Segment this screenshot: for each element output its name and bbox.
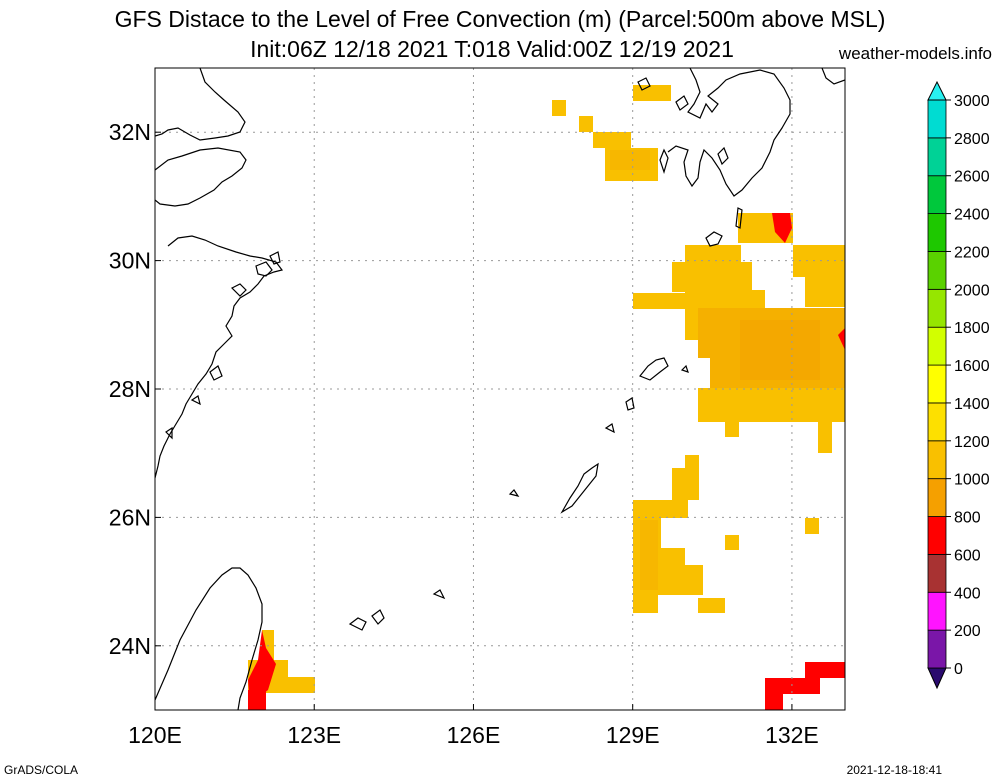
colorbar-max-arrow [927, 80, 947, 101]
lat-tick-label: 30N [109, 248, 151, 274]
colorbar-segment [927, 99, 947, 139]
colorbar-label: 800 [954, 510, 981, 527]
colorbar-label: 600 [954, 547, 981, 564]
colorbar-segment [927, 402, 947, 442]
shade-region-sw-kyushu [552, 85, 671, 181]
colorbar-segment [927, 326, 947, 366]
lon-axis: 120E 123E 126E 129E 132E [128, 704, 819, 748]
colorbar-segment [927, 137, 947, 177]
coast-amami [604, 357, 669, 434]
lfc-shading [248, 85, 845, 710]
lon-tick-label: 129E [606, 722, 660, 748]
colorbar-segment [927, 516, 947, 555]
map-subtitle: Init:06Z 12/18 2021 T:018 Valid:00Z 12/1… [250, 36, 734, 62]
colorbar-label: 200 [954, 623, 981, 640]
footer-timestamp: 2021-12-18-18:41 [846, 763, 942, 777]
coast-shikoku [821, 68, 845, 85]
lat-tick-label: 28N [109, 376, 151, 402]
colorbar: 0 200 400 600 800 1000 1200 1400 1600 1800 2000 220… [927, 80, 990, 690]
shade-region-east-amami [633, 213, 845, 453]
coast-zhoushan [230, 251, 281, 297]
coast-kyushu [667, 68, 791, 197]
shade-region-far-se [765, 662, 845, 710]
colorbar-label: 2600 [954, 169, 990, 186]
lon-tick-label: 126E [447, 722, 501, 748]
colorbar-label: 3000 [954, 93, 990, 110]
coast-china-mainland [155, 68, 246, 141]
colorbar-segment [927, 591, 947, 631]
coast-tokara [680, 364, 689, 373]
colorbar-segment [927, 440, 947, 480]
colorbar-segment [927, 554, 947, 593]
coast-hangzhou-bay [155, 235, 284, 479]
colorbar-segment [927, 478, 947, 517]
map-gridlines [155, 68, 845, 710]
lon-tick-label: 123E [287, 722, 341, 748]
coast-okinawa [508, 462, 599, 514]
lat-tick-label: 26N [109, 504, 151, 530]
coast-taiwan [155, 567, 263, 710]
colorbar-label: 2400 [954, 207, 990, 224]
coast-amakusa [717, 146, 729, 166]
lat-tick-label: 24N [109, 633, 151, 659]
coast-goto [637, 77, 689, 175]
colorbar-label: 400 [954, 585, 981, 602]
colorbar-segment [927, 629, 947, 669]
coast-yakushima [705, 207, 743, 247]
colorbar-label: 2000 [954, 282, 990, 299]
colorbar-label: 1400 [954, 396, 990, 413]
footer-grads: GrADS/COLA [4, 763, 79, 777]
colorbar-segment [927, 175, 947, 215]
lon-tick-label: 132E [765, 722, 819, 748]
colorbar-segment [927, 251, 947, 290]
colorbar-label: 0 [954, 661, 963, 678]
colorbar-min-arrow [927, 667, 947, 690]
shade-region-east-taiwan [248, 630, 315, 710]
lat-tick-label: 32N [109, 119, 151, 145]
lon-tick-label: 120E [128, 722, 182, 748]
lat-axis: 24N 26N 28N 30N 32N [109, 119, 161, 659]
coast-yaeyama [348, 589, 446, 631]
colorbar-label: 2800 [954, 131, 990, 148]
colorbar-label: 1000 [954, 472, 990, 489]
coast-yangtze-delta [155, 147, 247, 207]
colorbar-segment [927, 364, 947, 404]
colorbar-segment [927, 288, 947, 328]
shade-region-129e-25n [633, 455, 819, 613]
colorbar-label: 2200 [954, 244, 990, 261]
coastlines [155, 68, 845, 710]
colorbar-label: 1800 [954, 320, 990, 337]
map-title: GFS Distace to the Level of Free Convect… [114, 6, 886, 32]
coast-fujian-islands [165, 365, 223, 440]
colorbar-label: 1600 [954, 358, 990, 375]
colorbar-segment [927, 213, 947, 252]
colorbar-label: 1200 [954, 434, 990, 451]
site-credit: weather-models.info [838, 44, 992, 63]
